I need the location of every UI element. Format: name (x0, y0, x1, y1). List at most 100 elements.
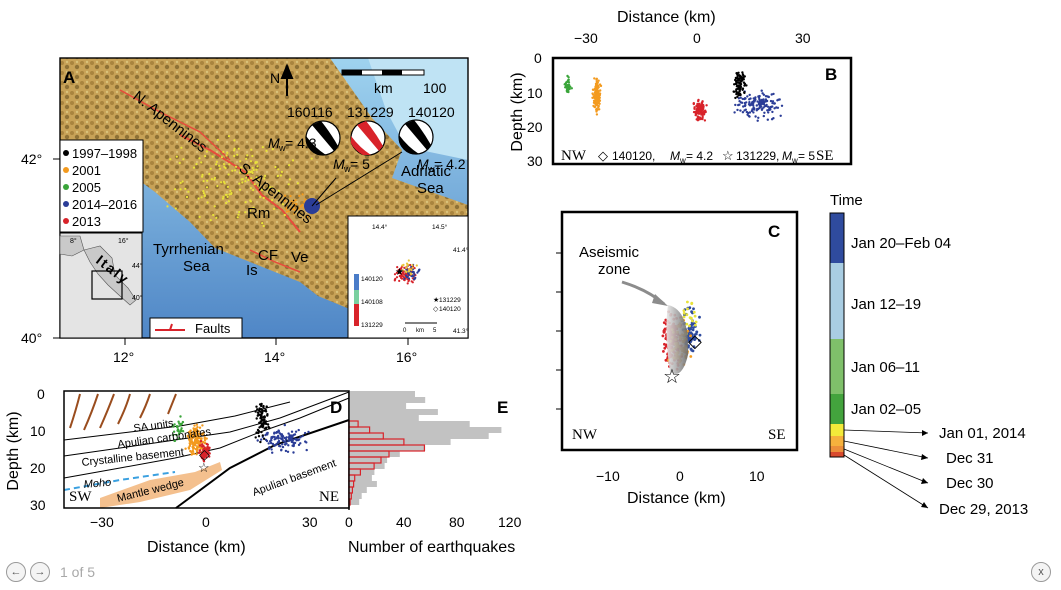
scatter-point (259, 440, 262, 444)
scatter-point (694, 320, 698, 324)
scatter-point (772, 92, 775, 96)
scatter-point (190, 453, 193, 456)
scatter-point (754, 115, 757, 118)
scatter-point (269, 441, 273, 445)
scatter-point (260, 408, 263, 411)
scatter-point (233, 154, 236, 158)
histogram-bar-total (349, 445, 426, 451)
scatter-point (197, 451, 201, 455)
scatter-point (179, 415, 182, 418)
scatter-point (752, 108, 756, 111)
histogram-bar-total (349, 451, 400, 457)
scatter-point (738, 100, 741, 103)
scatter-point (277, 174, 280, 177)
scatter-point (256, 439, 259, 442)
scatter-point (230, 192, 233, 195)
scatter-point (598, 102, 601, 106)
scatter-point (184, 447, 187, 450)
scatter-point (599, 89, 602, 92)
viewer-navigation: ← → 1 of 5 (6, 560, 95, 584)
scatter-point (264, 433, 267, 437)
scatter-point (175, 155, 178, 158)
scatter-point (239, 169, 242, 172)
scatter-point (769, 99, 773, 103)
scatter-point (743, 104, 747, 108)
scatter-point (305, 215, 309, 218)
scatter-point (271, 186, 274, 189)
close-button[interactable]: x (1031, 562, 1051, 582)
svg-text:140120: 140120 (439, 306, 461, 313)
panel-b-xtick-neg30: −30 (574, 30, 598, 46)
scatter-point (736, 77, 739, 80)
time-day-dec29: Dec 29, 2013 (939, 501, 1028, 518)
scatter-point (236, 216, 239, 219)
scatter-point (688, 324, 691, 328)
scatter-point (222, 195, 225, 198)
scatter-point (757, 102, 761, 106)
scatter-point (197, 432, 201, 436)
svg-text:44°: 44° (132, 262, 143, 270)
scatter-point (595, 110, 598, 113)
scatter-point (701, 115, 704, 119)
label-adriatic-sea: Sea (417, 180, 444, 197)
scatter-point (737, 71, 740, 75)
scatter-point (406, 263, 410, 266)
scatter-point (410, 280, 413, 283)
scatter-point (206, 179, 209, 182)
panel-d-ylabel: Depth (km) (5, 411, 22, 490)
scatter-point (206, 453, 209, 456)
scatter-point (685, 313, 689, 317)
svg-text:−10: −10 (596, 468, 620, 484)
panel-e-label: E (497, 398, 508, 417)
scatter-point (271, 442, 275, 446)
scatter-point (736, 75, 739, 78)
svg-text:0: 0 (676, 468, 684, 484)
scatter-point (738, 92, 742, 96)
scatter-point (693, 314, 697, 318)
svg-text:80: 80 (449, 514, 465, 530)
prev-page-button[interactable]: ← (6, 562, 26, 582)
scatter-point (695, 113, 698, 116)
scatter-point (203, 446, 206, 449)
scatter-point (284, 449, 288, 453)
scatter-point (410, 268, 413, 271)
scatter-point (288, 164, 291, 167)
scatter-point (267, 425, 270, 429)
scatter-point (174, 188, 177, 191)
next-page-button[interactable]: → (30, 562, 50, 582)
scatter-point (177, 437, 181, 440)
scatter-point (737, 97, 741, 100)
scatter-point (234, 165, 238, 168)
scatter-point (771, 100, 775, 103)
scatter-point (756, 119, 759, 122)
histogram-bar-total (349, 475, 372, 481)
scatter-point (270, 439, 273, 442)
scatter-point (200, 437, 203, 440)
scatter-point (195, 450, 199, 453)
scatter-point (759, 105, 763, 108)
scatter-point (179, 188, 182, 191)
scatter-point (766, 105, 770, 109)
scatter-point (395, 276, 399, 279)
svg-text:M: M (782, 149, 792, 163)
scatter-point (281, 203, 285, 206)
scatter-point (743, 75, 746, 78)
scatter-point (739, 85, 742, 89)
scatter-point (761, 92, 764, 95)
scatter-point (570, 87, 573, 90)
scatter-point (203, 452, 207, 456)
scatter-point (593, 101, 597, 105)
scatter-point (236, 153, 239, 156)
svg-text:20: 20 (30, 460, 46, 476)
scatter-point (596, 99, 599, 102)
scatter-point (414, 276, 417, 279)
scatter-point (695, 330, 699, 334)
scatter-point (247, 170, 251, 173)
scatter-point (175, 433, 178, 437)
scatter-point (736, 73, 739, 76)
scatter-point (256, 428, 260, 432)
scatter-point (179, 422, 183, 426)
map-fault-trace-north (119, 89, 231, 161)
histogram-bar-total (349, 463, 385, 469)
svg-text:30: 30 (527, 153, 543, 169)
